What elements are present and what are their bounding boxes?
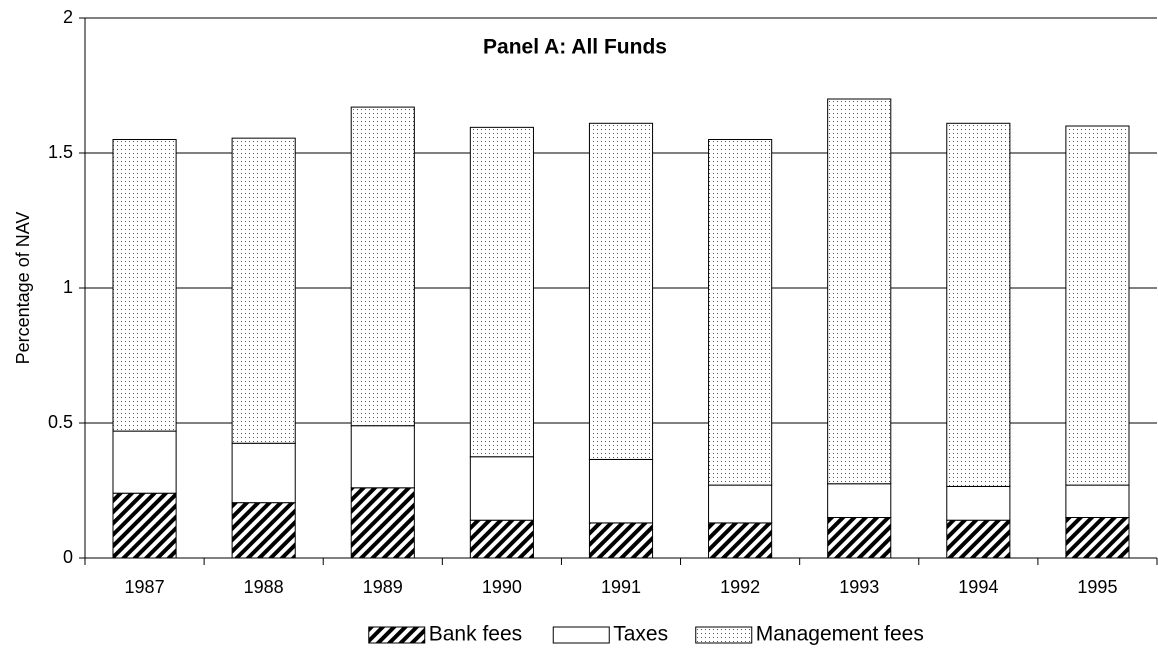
bar-segment: [708, 522, 773, 559]
x-tick-label: 1989: [363, 577, 403, 597]
bar-segment: [946, 485, 1011, 521]
legend-swatch: [368, 626, 426, 644]
bar-segment: [469, 126, 534, 458]
y-axis-label: Percentage of NAV: [13, 212, 33, 365]
bar-segment: [946, 519, 1011, 559]
bar-segment: [1065, 125, 1130, 486]
x-tick-label: 1988: [244, 577, 284, 597]
bar-segment: [946, 122, 1011, 487]
legend-label: Taxes: [613, 623, 668, 646]
bar-segment: [231, 442, 296, 504]
x-tick-label: 1991: [601, 577, 641, 597]
x-tick-label: 1990: [482, 577, 522, 597]
y-tick-label: 2: [63, 7, 73, 27]
bar-segment: [350, 487, 415, 559]
bar-segment: [708, 139, 773, 486]
legend-label: Management fees: [756, 623, 924, 646]
bar-segment: [112, 430, 177, 494]
bar-segment: [827, 98, 892, 485]
x-tick-label: 1995: [1077, 577, 1117, 597]
y-tick-label: 0.5: [48, 412, 73, 432]
y-tick-label: 1: [63, 277, 73, 297]
y-tick-label: 0: [63, 547, 73, 567]
bar-segment: [1065, 484, 1130, 519]
bar-segment: [231, 137, 296, 444]
bar-segment: [827, 517, 892, 559]
bar-segment: [1065, 517, 1130, 559]
legend-swatch: [695, 626, 753, 644]
bar-segment: [469, 519, 534, 559]
legend-label: Bank fees: [429, 623, 522, 646]
legend-swatch: [552, 626, 610, 644]
bar-segment: [112, 139, 177, 432]
bar-segment: [827, 483, 892, 518]
bar-segment: [231, 502, 296, 559]
bar-segment: [350, 425, 415, 489]
x-tick-label: 1994: [958, 577, 998, 597]
bar-segment: [588, 458, 654, 524]
bar-segment: [469, 456, 534, 521]
bar-segment: [708, 484, 773, 524]
bar-segment: [350, 106, 415, 427]
bar-segment: [112, 492, 177, 559]
chart-title: Panel A: All Funds: [483, 36, 667, 59]
bar-segment: [588, 122, 654, 460]
x-tick-label: 1992: [720, 577, 760, 597]
bar-segment: [588, 522, 654, 559]
y-tick-label: 1.5: [48, 142, 73, 162]
x-tick-label: 1993: [839, 577, 879, 597]
x-tick-label: 1987: [125, 577, 165, 597]
